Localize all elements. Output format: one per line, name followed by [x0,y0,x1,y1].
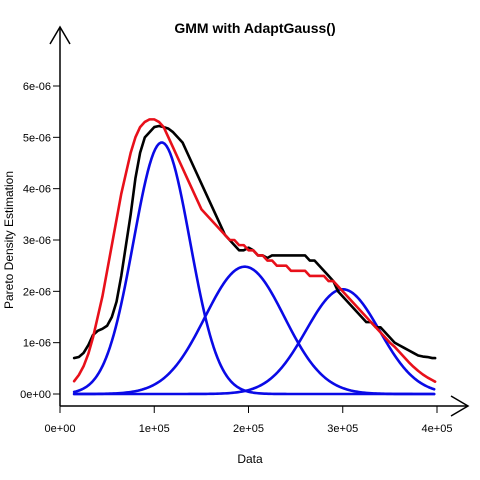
y-tick-label: 2e-06 [23,286,51,298]
y-tick-label: 5e-06 [23,132,51,144]
y-tick-label: 6e-06 [23,81,51,93]
gaussian-component-2-line [72,265,436,396]
x-tick-label: 1e+05 [139,423,170,435]
gaussian-component-1-line [72,141,436,396]
gmm-total-line [72,118,437,383]
y-tick-label: 0e+00 [20,389,51,401]
y-tick-label: 4e-06 [23,184,51,196]
x-ticks: 0e+00 1e+05 2e+05 3e+05 4e+05 [45,406,453,435]
y-axis-arrow [49,25,71,45]
x-tick-label: 4e+05 [422,423,453,435]
y-axis-label: Pareto Density Estimation [2,171,16,309]
x-axis-label: Data [237,452,263,466]
x-tick-label: 3e+05 [327,423,358,435]
series-layer [72,118,437,396]
y-tick-label: 1e-06 [23,338,51,350]
chart-title: GMM with AdaptGauss() [174,20,335,36]
y-ticks: 0e+00 1e-06 2e-06 3e-06 4e-06 5e-06 6e-06 [20,81,60,401]
x-tick-label: 0e+00 [45,423,76,435]
x-tick-label: 2e+05 [233,423,264,435]
gaussian-component-3-line [72,288,436,396]
y-tick-label: 3e-06 [23,235,51,247]
x-axis-arrow [450,395,470,417]
